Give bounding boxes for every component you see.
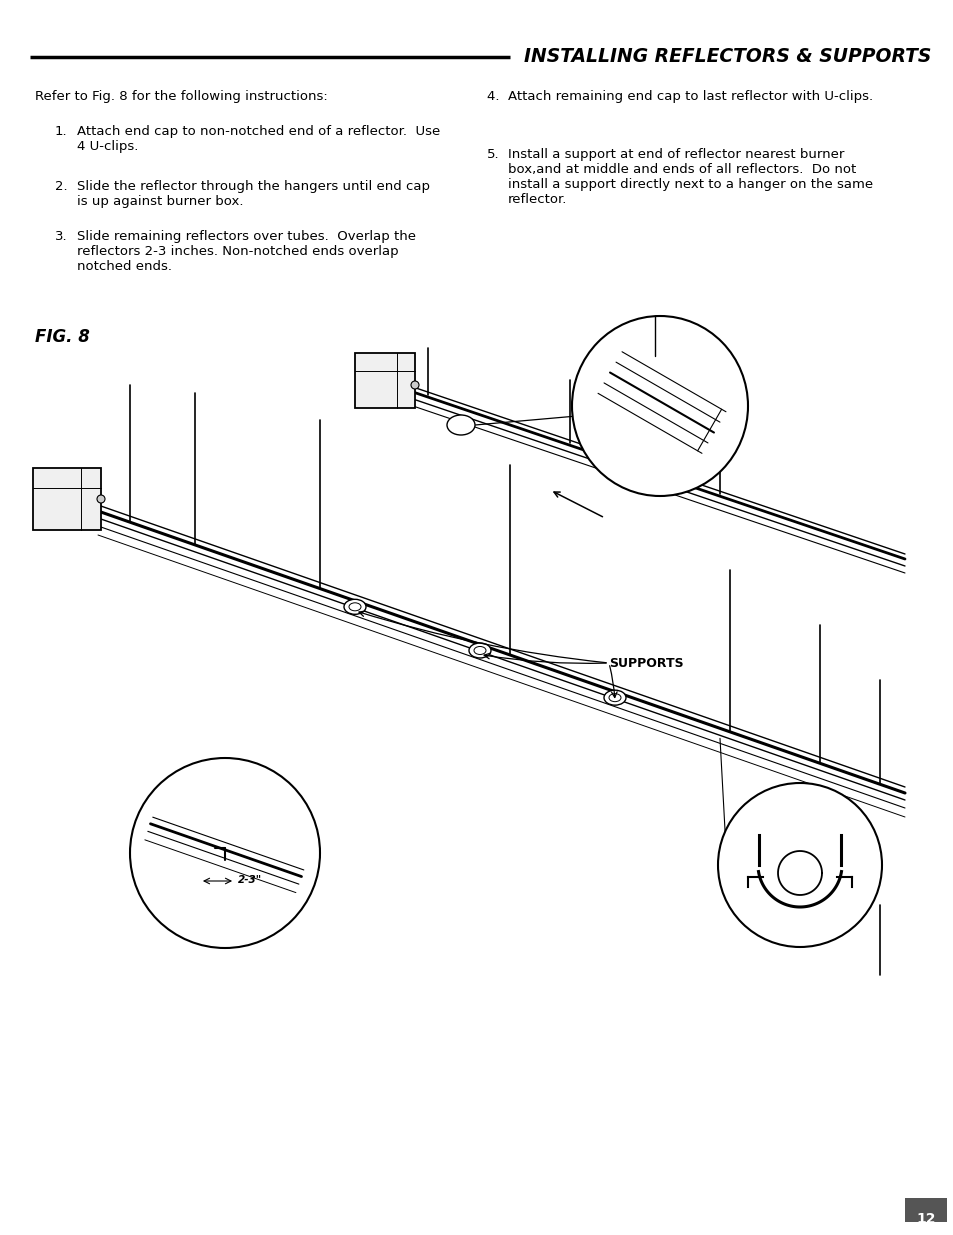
Ellipse shape [469,643,491,658]
Text: FIG. 8: FIG. 8 [35,329,90,346]
Text: Refer to Fig. 8 for the following instructions:: Refer to Fig. 8 for the following instru… [35,90,328,103]
Text: INSTALLING REFLECTORS & SUPPORTS: INSTALLING REFLECTORS & SUPPORTS [523,47,930,65]
Text: SUPPORTS: SUPPORTS [608,657,683,671]
Circle shape [130,758,319,948]
Text: Slide the reflector through the hangers until end cap
is up against burner box.: Slide the reflector through the hangers … [77,180,430,207]
Bar [355,353,415,408]
Ellipse shape [344,599,366,614]
Text: Attach end cap to non-notched end of a reflector.  Use
4 U-clips.: Attach end cap to non-notched end of a r… [77,125,439,153]
Ellipse shape [447,415,475,435]
Text: 2.: 2. [55,180,68,193]
Text: 1.: 1. [55,125,68,138]
Text: 5.: 5. [486,148,499,161]
Ellipse shape [603,690,625,705]
Circle shape [718,783,882,947]
Text: 3.: 3. [55,230,68,243]
Text: 12: 12 [915,1212,935,1226]
Text: Install a support at end of reflector nearest burner
box,and at middle and ends : Install a support at end of reflector ne… [507,148,872,206]
Ellipse shape [572,316,747,496]
Bar [33,468,101,530]
Circle shape [97,495,105,503]
Circle shape [411,382,418,389]
Text: Slide remaining reflectors over tubes.  Overlap the
reflectors 2-3 inches. Non-n: Slide remaining reflectors over tubes. O… [77,230,416,273]
Text: 4.  Attach remaining end cap to last reflector with U-clips.: 4. Attach remaining end cap to last refl… [486,90,872,103]
Text: 2-3": 2-3" [237,876,262,885]
Bar [904,1198,946,1221]
